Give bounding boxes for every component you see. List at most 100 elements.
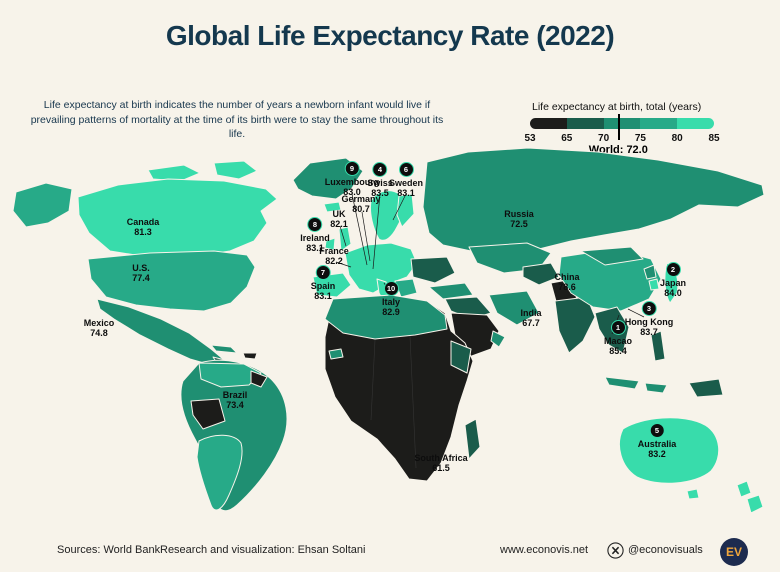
country-value: 83.5 [371,188,389,198]
country-name: Japan [659,278,687,288]
region-canada-arctic-1 [147,164,201,182]
page-title: Global Life Expectancy Rate (2022) [165,20,615,51]
region-mongolia [580,246,644,266]
color-legend: Life expectancy at birth, total (years) … [524,101,719,163]
rank-badge: 8 [307,217,323,232]
region-south-america-northwest [198,362,262,388]
country-name: Brazil [222,390,248,400]
region-south-korea [648,278,660,291]
country-value: 82.1 [330,219,348,229]
map-label-sweden: 6 Sweden 83.1 [389,162,423,198]
region-balkans [394,278,418,298]
map-label-china: China 78.6 [554,272,579,292]
rank-badge: 3 [641,301,657,316]
country-value: 81.3 [134,227,152,237]
country-value: 83.1 [306,243,324,253]
country-name: South Africa [414,453,468,463]
region-philippines [650,330,666,362]
country-name: Sweden [388,178,424,188]
region-hispaniola [242,352,258,360]
country-name: Luxembourg [324,177,380,187]
map-label-canada: Canada 81.3 [127,217,160,237]
legend-segment-65-70 [566,118,604,129]
country-name: Mexico [83,318,115,328]
region-india [554,296,596,354]
region-scandinavia [370,190,404,241]
region-australia [619,417,720,484]
country-name: Swiss [367,178,393,188]
region-ukraine [410,256,456,284]
map-label-japan: 2 Japan 84.0 [660,262,686,298]
map-label-macao: 1 Macao 85.4 [604,320,632,356]
region-argentina-chile [196,434,243,511]
country-name: U.S. [132,263,150,273]
legend-segment-80-85 [677,118,714,129]
map-label-luxembourg: 9 Luxembourg 83.0 [324,161,380,197]
region-new-zealand-south [746,494,764,514]
map-label-australia: 5 Australia 83.2 [637,423,677,459]
region-north-korea [643,264,657,280]
social-handle[interactable]: @econovisuals [628,544,703,556]
rank-badge: 10 [383,281,399,296]
country-value: 83.2 [648,449,666,459]
legend-segment-70-75 [603,118,641,129]
legend-tick: 80 [671,133,683,144]
country-name: Hong Kong [624,317,674,327]
region-canada [77,178,278,258]
rank-badge: 9 [344,161,360,176]
region-north-africa [324,294,448,340]
map-label-south-africa: South Africa 61.5 [414,453,467,473]
country-name: China [554,272,580,282]
page-subtitle: Life expectancy at birth indicates the n… [30,99,444,141]
website-link[interactable]: www.econovis.net [500,544,589,556]
legend-segment-75-80 [640,118,678,129]
rank-badge: 7 [315,265,331,280]
world-average-marker [618,114,620,140]
map-label-italy: 10 Italy 82.9 [382,281,400,317]
country-name: Germany [341,194,381,204]
rank-badge: 6 [398,162,414,177]
country-value: 61.5 [432,463,450,473]
country-name: Italy [381,297,401,307]
region-indonesia-1 [604,376,640,390]
region-africa [324,294,474,482]
legend-title: Life expectancy at birth, total (years) [532,101,702,113]
country-value: 83.0 [343,187,361,197]
country-name: Canada [126,217,160,227]
country-value: 83.7 [640,327,658,337]
region-guyana [250,370,268,388]
region-ireland [324,237,336,251]
region-europe-main [344,242,418,294]
x-twitter-icon [607,542,624,562]
region-new-guinea [688,378,724,398]
region-new-zealand-north [736,480,752,498]
region-finland [396,193,415,228]
region-iceland [323,201,342,213]
region-central-asia [522,262,560,286]
country-name: Australia [637,439,677,449]
map-label-spain: 7 Spain 83.1 [311,265,335,301]
rank-badge: 1 [610,320,626,335]
map-label-uk: UK 82.1 [330,209,348,229]
map-label-swiss: 4 Swiss 83.5 [367,162,393,198]
country-value: 80.7 [352,204,370,214]
map-label-germany: Germany 80.7 [341,194,380,214]
region-iran [488,290,540,326]
legend-tick: 75 [634,133,646,144]
country-name: Ireland [300,233,330,243]
region-indonesia-2 [644,382,668,394]
map-label-us: U.S. 77.4 [132,263,150,283]
legend-tick: 85 [708,133,720,144]
country-value: 82.2 [325,256,343,266]
country-value: 67.7 [522,318,540,328]
map-label-brazil: Brazil 73.4 [223,390,248,410]
region-canada-arctic-2 [213,160,258,180]
country-value: 73.4 [226,400,244,410]
region-cuba [210,344,238,354]
map-label-hong-kong: 3 Hong Kong 83.7 [624,301,674,337]
country-value: 82.9 [382,307,400,317]
legend-tick: 65 [561,133,573,144]
region-madagascar [464,418,481,460]
region-east-africa [450,340,472,374]
